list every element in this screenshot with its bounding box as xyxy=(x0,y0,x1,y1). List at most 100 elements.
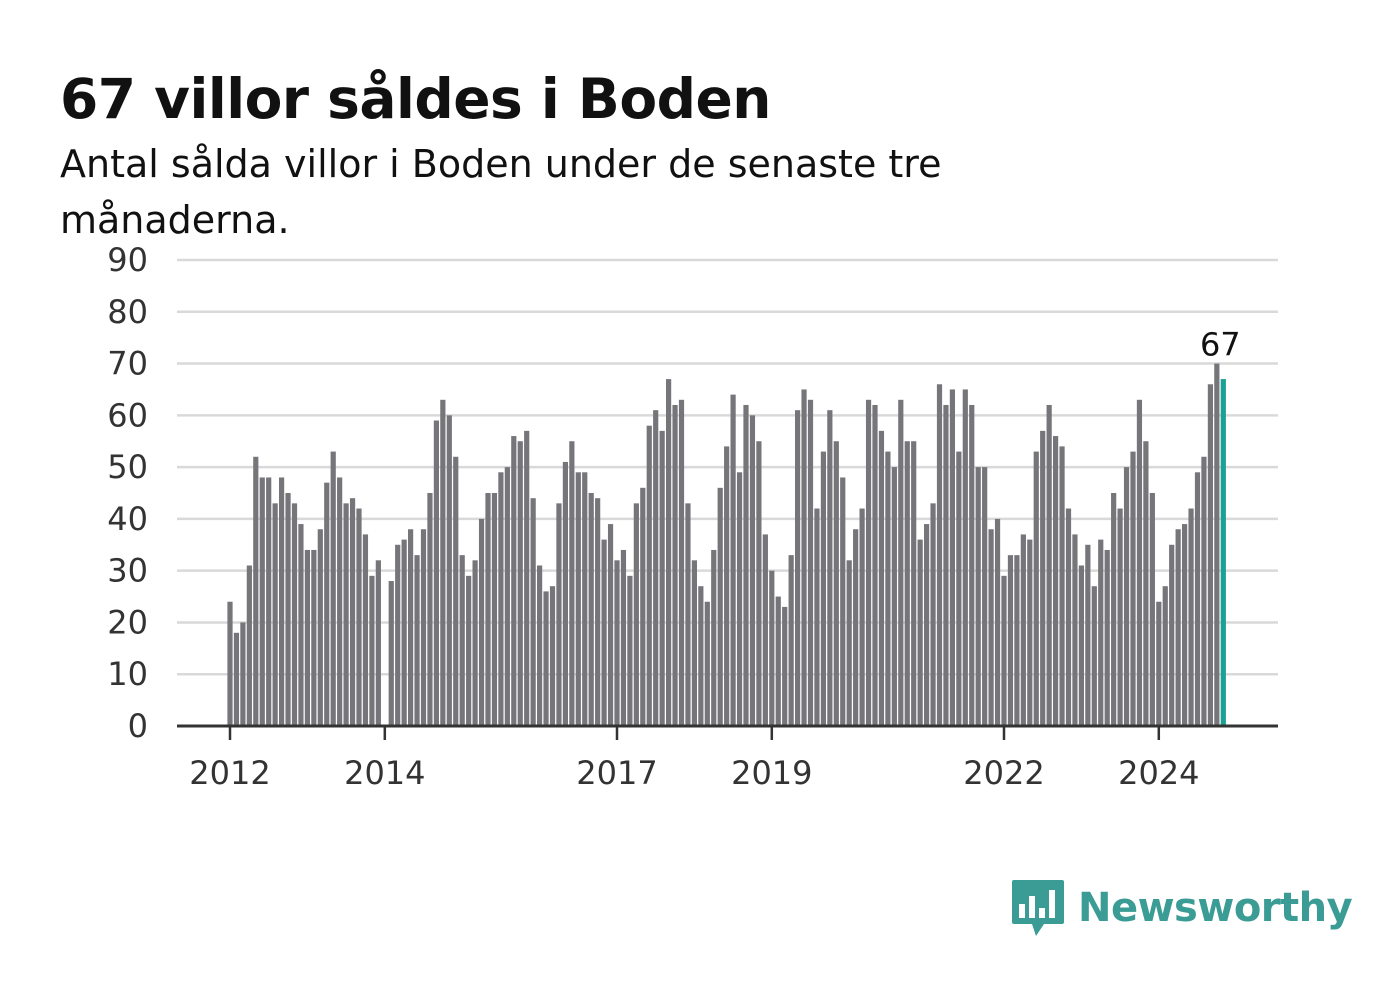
bar xyxy=(1046,404,1052,726)
bar xyxy=(569,441,575,726)
bar xyxy=(595,498,601,726)
y-tick-label: 60 xyxy=(107,396,148,434)
bar xyxy=(691,560,697,726)
newsworthy-logo: Newsworthy xyxy=(1010,878,1353,938)
bar xyxy=(1065,508,1072,726)
bar xyxy=(291,503,298,726)
bar xyxy=(362,534,369,726)
bar xyxy=(530,498,536,726)
bar xyxy=(233,632,240,726)
bar xyxy=(1027,539,1033,726)
bar xyxy=(607,524,614,726)
bar xyxy=(840,477,846,726)
bar xyxy=(408,529,414,726)
bar xyxy=(511,436,517,726)
bar xyxy=(627,575,633,726)
bar xyxy=(936,384,943,726)
bar xyxy=(704,601,710,726)
bar xyxy=(285,493,291,726)
bar xyxy=(1175,529,1181,726)
bar xyxy=(311,549,317,726)
bar xyxy=(1001,575,1007,726)
bar xyxy=(537,565,543,726)
bar xyxy=(246,565,252,726)
newsworthy-logo-text: Newsworthy xyxy=(1078,885,1353,931)
bar xyxy=(401,539,407,726)
bar xyxy=(1136,399,1143,726)
bar xyxy=(994,518,1001,726)
bar xyxy=(749,415,756,726)
y-tick-label: 40 xyxy=(107,500,148,538)
y-tick-label: 50 xyxy=(107,448,148,486)
bar xyxy=(1014,555,1020,726)
bar xyxy=(330,451,336,726)
bar xyxy=(549,586,556,726)
bar xyxy=(885,451,891,726)
bar xyxy=(795,410,801,726)
tick-labels: 0 10 20 30 40 50 60 70 80 90 67 2012 2014 2017 2019 202… xyxy=(107,241,1240,792)
bar xyxy=(1182,524,1188,726)
bar xyxy=(485,493,491,726)
bar xyxy=(988,529,994,726)
bar xyxy=(446,415,452,726)
bar xyxy=(1072,534,1078,726)
bar xyxy=(1053,436,1059,726)
bar xyxy=(395,544,401,726)
bar xyxy=(956,451,962,726)
bar xyxy=(814,508,820,726)
bar xyxy=(582,472,588,726)
bar xyxy=(698,586,704,726)
bar xyxy=(865,399,872,726)
bar xyxy=(279,477,285,726)
bar xyxy=(259,477,265,726)
y-tick-label: 20 xyxy=(107,603,148,641)
bar xyxy=(575,472,581,726)
bar xyxy=(859,508,865,726)
bar xyxy=(943,404,949,726)
bars xyxy=(227,363,1226,726)
bar xyxy=(904,441,910,726)
x-tick-label: 2014 xyxy=(344,754,425,792)
bar xyxy=(769,570,775,726)
y-tick-label: 0 xyxy=(128,707,148,745)
bar xyxy=(227,601,233,726)
bar xyxy=(659,430,665,726)
bar xyxy=(562,461,568,726)
bar xyxy=(1207,384,1213,726)
bar xyxy=(478,518,485,726)
x-tick-label: 2019 xyxy=(731,754,812,792)
bar xyxy=(872,404,878,726)
bar xyxy=(253,456,259,726)
bar xyxy=(1117,508,1123,726)
bar xyxy=(1033,451,1039,726)
bar xyxy=(666,379,672,726)
bar xyxy=(324,482,330,726)
bar xyxy=(601,539,607,726)
bar xyxy=(369,575,375,726)
bar-chart: 0 10 20 30 40 50 60 70 80 90 67 2012 2014 2017 2019 202… xyxy=(107,241,1278,792)
bar xyxy=(1098,539,1104,726)
x-tick-label: 2022 xyxy=(963,754,1044,792)
bar xyxy=(807,399,814,726)
bar xyxy=(1149,493,1155,726)
bar xyxy=(827,410,833,726)
bar xyxy=(349,498,356,726)
chart-title: 67 villor såldes i Boden xyxy=(60,67,771,131)
axes xyxy=(177,724,1278,740)
bar xyxy=(930,503,936,726)
bar xyxy=(711,549,717,726)
bar xyxy=(730,394,736,726)
bar xyxy=(1059,446,1065,726)
newsworthy-logo-icon xyxy=(1012,880,1064,936)
bar xyxy=(775,596,781,726)
bar xyxy=(459,555,465,726)
bar xyxy=(466,575,472,726)
bar xyxy=(743,404,749,726)
bar xyxy=(924,524,930,726)
bar xyxy=(388,581,394,726)
x-tick-label: 2017 xyxy=(576,754,657,792)
bar xyxy=(240,622,246,726)
bar xyxy=(633,503,639,726)
bar xyxy=(949,389,955,726)
bar xyxy=(472,560,478,726)
